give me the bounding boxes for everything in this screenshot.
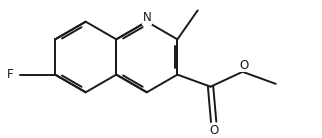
Text: F: F — [7, 68, 14, 81]
Text: O: O — [240, 59, 249, 72]
Text: N: N — [142, 11, 151, 24]
Text: O: O — [209, 124, 218, 137]
